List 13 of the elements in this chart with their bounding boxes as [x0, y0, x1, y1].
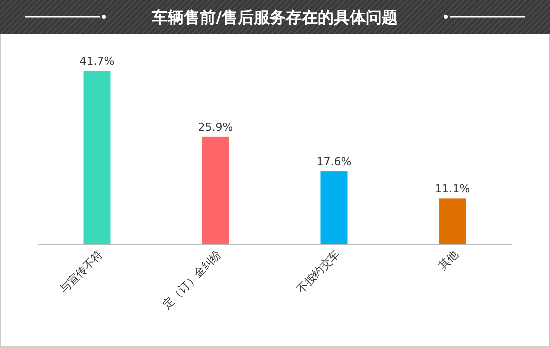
- data-label: 11.1%: [435, 182, 470, 196]
- data-label: 17.6%: [316, 156, 352, 169]
- bar: [84, 71, 111, 245]
- data-label: 41.7%: [80, 55, 115, 68]
- bar: [439, 198, 466, 245]
- x-tick-label: 不按约交车: [294, 248, 343, 296]
- x-tick-label: 其他: [436, 248, 462, 273]
- chart-title: 车辆售前/售后服务存在的具体问题: [151, 8, 398, 27]
- bar: [202, 136, 230, 245]
- x-tick-label: 定（订）金纠纷: [160, 248, 224, 312]
- x-tick-label: 与宣传不符: [57, 248, 106, 296]
- bar: [320, 172, 348, 245]
- data-label: 25.9%: [198, 120, 234, 134]
